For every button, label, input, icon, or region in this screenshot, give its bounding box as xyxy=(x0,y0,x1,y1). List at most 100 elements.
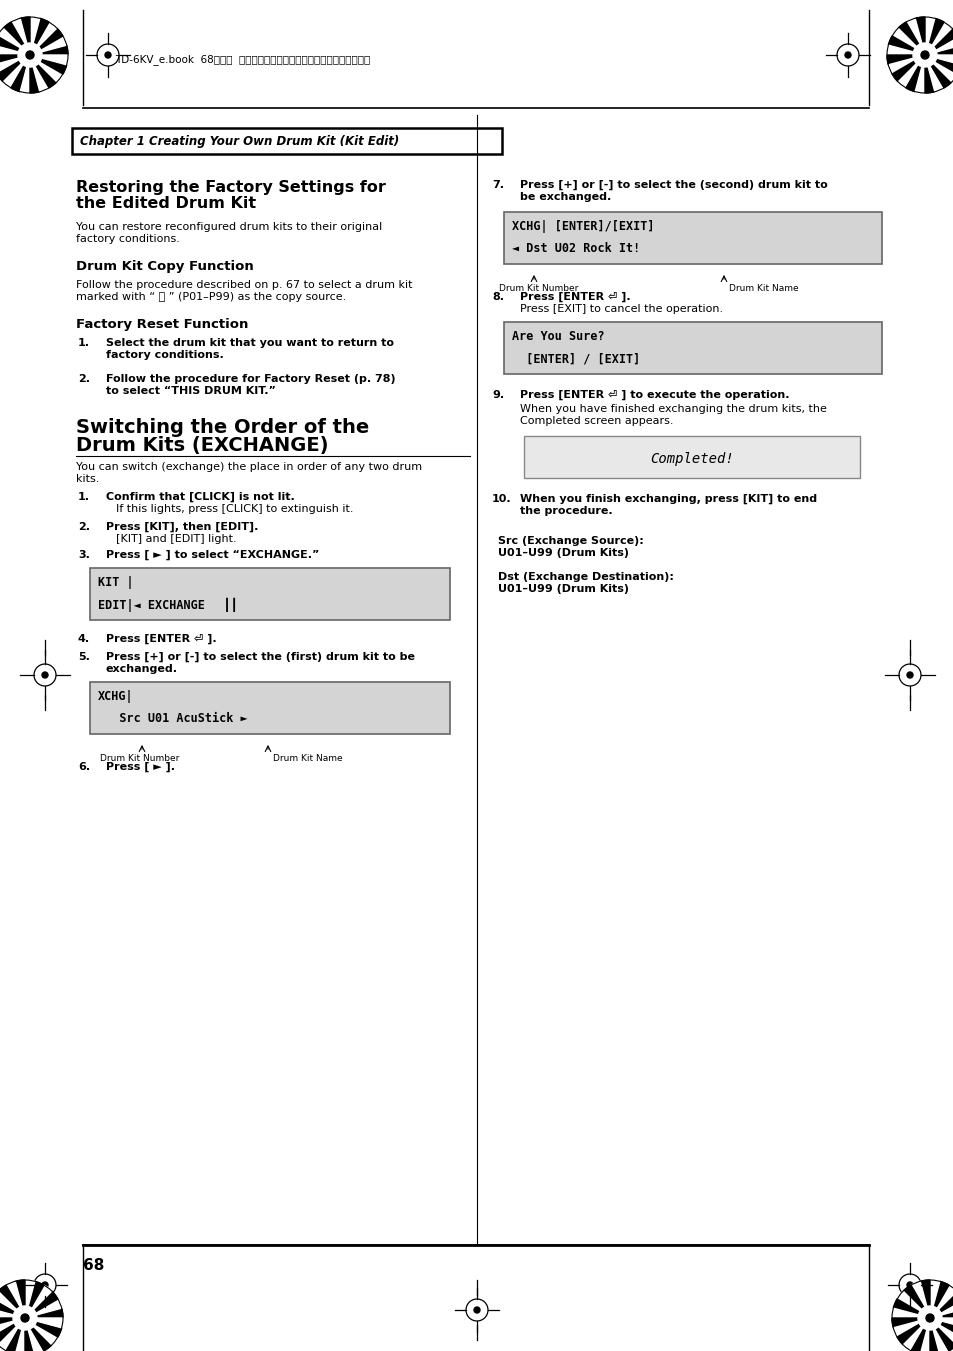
Text: Completed screen appears.: Completed screen appears. xyxy=(519,416,673,426)
Text: U01–U99 (Drum Kits): U01–U99 (Drum Kits) xyxy=(497,549,628,558)
Text: ◄ Dst U02 Rock It!: ◄ Dst U02 Rock It! xyxy=(512,242,639,255)
Text: 4.: 4. xyxy=(78,634,90,644)
Polygon shape xyxy=(924,22,951,55)
Polygon shape xyxy=(924,18,934,55)
Polygon shape xyxy=(30,55,49,92)
Text: Press [ENTER ⏎ ] to execute the operation.: Press [ENTER ⏎ ] to execute the operatio… xyxy=(519,390,789,400)
Polygon shape xyxy=(30,45,68,55)
Polygon shape xyxy=(929,1319,953,1344)
Polygon shape xyxy=(929,1308,953,1319)
Text: exchanged.: exchanged. xyxy=(106,663,178,674)
Text: Factory Reset Function: Factory Reset Function xyxy=(76,317,248,331)
Text: TD-6KV_e.book  68ページ  ２００５年１月２４日　月曜日　午後７時４分: TD-6KV_e.book 68ページ ２００５年１月２４日 月曜日 午後７時４… xyxy=(115,54,370,65)
Polygon shape xyxy=(924,19,943,55)
Text: You can switch (exchange) the place in order of any two drum: You can switch (exchange) the place in o… xyxy=(76,462,421,471)
Polygon shape xyxy=(0,55,30,65)
Text: the Edited Drum Kit: the Edited Drum Kit xyxy=(76,196,255,211)
Polygon shape xyxy=(0,28,30,55)
Text: Src U01 AcuStick ►: Src U01 AcuStick ► xyxy=(98,712,248,725)
Text: Drum Kit Copy Function: Drum Kit Copy Function xyxy=(76,259,253,273)
Polygon shape xyxy=(0,1308,25,1319)
Polygon shape xyxy=(929,1319,948,1351)
Text: If this lights, press [CLICK] to extinguish it.: If this lights, press [CLICK] to extingu… xyxy=(116,504,354,513)
Text: Press [ ► ].: Press [ ► ]. xyxy=(106,762,174,773)
Text: Select the drum kit that you want to return to: Select the drum kit that you want to ret… xyxy=(106,338,394,349)
Circle shape xyxy=(912,43,936,68)
Circle shape xyxy=(42,1282,48,1288)
Polygon shape xyxy=(924,55,953,65)
Polygon shape xyxy=(25,1319,62,1337)
Polygon shape xyxy=(25,1281,44,1319)
Text: [ENTER] / [EXIT]: [ENTER] / [EXIT] xyxy=(512,353,639,365)
Text: Press [ ► ] to select “EXCHANGE.”: Press [ ► ] to select “EXCHANGE.” xyxy=(106,550,319,561)
Polygon shape xyxy=(30,19,49,55)
Polygon shape xyxy=(886,55,924,65)
Text: Press [KIT], then [EDIT].: Press [KIT], then [EDIT]. xyxy=(106,521,258,532)
Text: 6.: 6. xyxy=(78,762,90,771)
Polygon shape xyxy=(896,1319,929,1344)
Text: Completed!: Completed! xyxy=(649,453,733,466)
Circle shape xyxy=(844,51,850,58)
Polygon shape xyxy=(887,36,924,55)
Polygon shape xyxy=(891,1308,929,1319)
Polygon shape xyxy=(929,1319,953,1337)
Polygon shape xyxy=(920,1319,929,1351)
Text: to select “THIS DRUM KIT.”: to select “THIS DRUM KIT.” xyxy=(106,386,275,396)
Text: 5.: 5. xyxy=(78,653,90,662)
Text: When you have finished exchanging the drum kits, the: When you have finished exchanging the dr… xyxy=(519,404,826,413)
Polygon shape xyxy=(0,1319,25,1328)
Polygon shape xyxy=(30,55,57,88)
Polygon shape xyxy=(25,1308,63,1319)
Polygon shape xyxy=(920,1279,929,1319)
Polygon shape xyxy=(905,55,924,92)
Text: KIT |: KIT | xyxy=(98,576,133,589)
Text: U01–U99 (Drum Kits): U01–U99 (Drum Kits) xyxy=(497,584,628,594)
Bar xyxy=(503,322,882,374)
Text: When you finish exchanging, press [KIT] to end: When you finish exchanging, press [KIT] … xyxy=(519,494,817,504)
Polygon shape xyxy=(902,1285,929,1319)
Circle shape xyxy=(42,671,48,678)
Polygon shape xyxy=(25,1300,62,1319)
Bar xyxy=(503,212,882,263)
Polygon shape xyxy=(0,1319,25,1351)
Polygon shape xyxy=(30,22,57,55)
Polygon shape xyxy=(914,55,924,93)
Polygon shape xyxy=(886,45,924,55)
Polygon shape xyxy=(11,55,30,92)
Polygon shape xyxy=(924,55,943,92)
Polygon shape xyxy=(924,45,953,55)
Text: the procedure.: the procedure. xyxy=(519,507,612,516)
Text: be exchanged.: be exchanged. xyxy=(519,192,611,203)
Text: factory conditions.: factory conditions. xyxy=(106,350,224,359)
Text: Drum Kit Name: Drum Kit Name xyxy=(728,284,798,293)
Polygon shape xyxy=(6,1319,25,1351)
Text: Press [ENTER ⏎ ].: Press [ENTER ⏎ ]. xyxy=(519,292,630,303)
Text: 2.: 2. xyxy=(78,521,90,532)
Polygon shape xyxy=(891,55,924,82)
Text: 8.: 8. xyxy=(492,292,503,303)
Polygon shape xyxy=(25,1292,58,1319)
Polygon shape xyxy=(0,1285,25,1319)
Text: Press [+] or [-] to select the (second) drum kit to: Press [+] or [-] to select the (second) … xyxy=(519,180,827,190)
Text: factory conditions.: factory conditions. xyxy=(76,234,180,245)
Text: 3.: 3. xyxy=(78,550,90,561)
Polygon shape xyxy=(929,1319,953,1328)
Polygon shape xyxy=(924,28,953,55)
Polygon shape xyxy=(30,55,68,65)
Bar xyxy=(90,682,450,734)
Polygon shape xyxy=(892,1319,929,1337)
Polygon shape xyxy=(3,55,30,88)
Polygon shape xyxy=(25,1319,51,1351)
Polygon shape xyxy=(0,55,30,74)
Polygon shape xyxy=(25,1319,63,1328)
Polygon shape xyxy=(30,55,40,93)
Text: Drum Kit Number: Drum Kit Number xyxy=(100,754,179,763)
Text: 7.: 7. xyxy=(492,180,503,190)
Polygon shape xyxy=(0,1319,25,1337)
Circle shape xyxy=(474,1306,479,1313)
Text: 10.: 10. xyxy=(492,494,511,504)
Polygon shape xyxy=(905,19,924,55)
Polygon shape xyxy=(891,28,924,55)
Text: 2.: 2. xyxy=(78,374,90,384)
Text: 1.: 1. xyxy=(78,492,90,503)
